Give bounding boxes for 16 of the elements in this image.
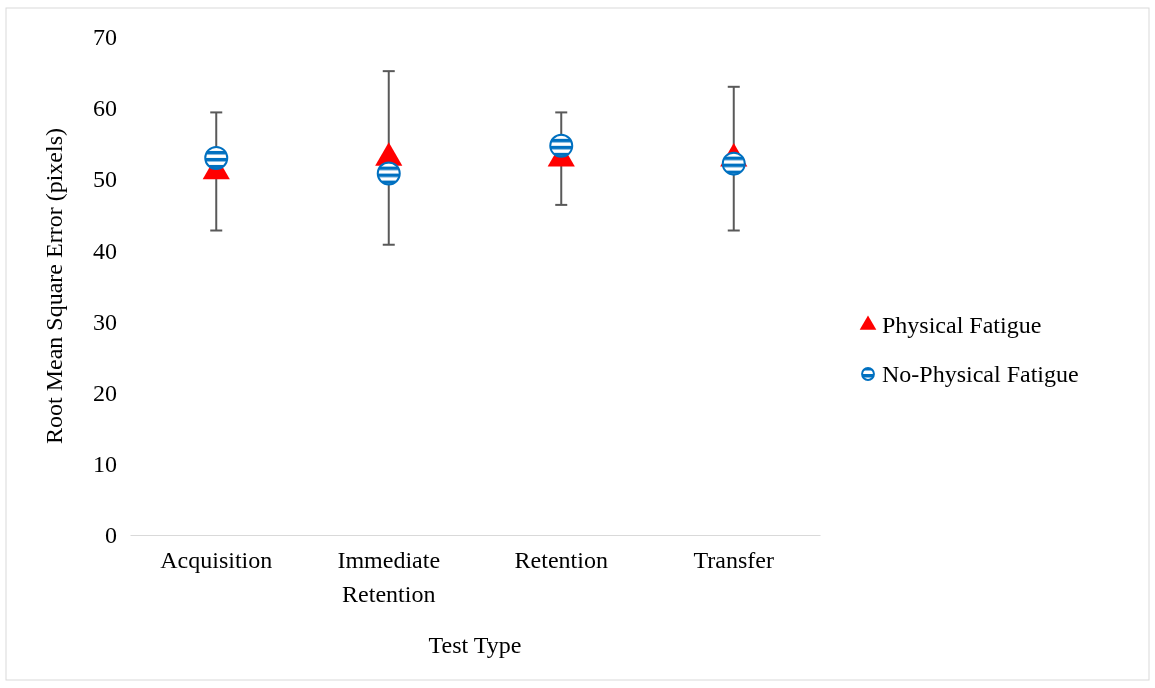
x-axis-title: Test Type <box>428 632 522 658</box>
legend-label: Physical Fatigue <box>882 312 1042 338</box>
y-tick-label: 0 <box>105 522 117 549</box>
y-tick-label: 30 <box>93 308 117 335</box>
x-tick-label: Acquisition <box>160 547 273 573</box>
x-tick-label: Immediate Retention <box>337 547 441 607</box>
x-tick-label: Retention <box>514 547 608 573</box>
y-tick-label: 60 <box>93 95 117 122</box>
y-tick-label: 10 <box>93 451 117 478</box>
y-tick-label: 50 <box>93 166 117 193</box>
x-tick-label: Transfer <box>693 547 774 573</box>
legend-label: No-Physical Fatigue <box>882 361 1079 387</box>
y-axis-title: Root Mean Square Error (pixels) <box>41 128 67 444</box>
y-tick-label: 70 <box>93 24 117 51</box>
y-tick-label: 40 <box>93 237 117 264</box>
y-tick-label: 20 <box>93 379 117 406</box>
